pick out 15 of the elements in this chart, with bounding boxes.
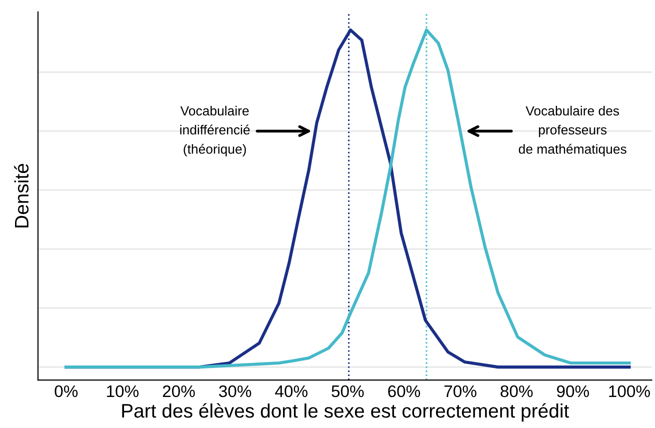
x-tick-label: 40% (275, 385, 308, 398)
annotation: Vocabulaire indifférencié (théorique) (180, 106, 250, 156)
x-tick-label: 30% (219, 385, 252, 398)
x-axis-title: Part des élèves dont le sexe est correctement prédit (122, 403, 569, 422)
annotation: Vocabulaire des professeurs de mathématiques (518, 106, 626, 156)
x-tick-label: 90% (557, 385, 589, 398)
y-axis-title: Densité (14, 164, 29, 228)
x-tick-label: 10% (107, 385, 139, 398)
x-tick-label: 100% (609, 385, 650, 398)
x-tick-label: 70% (444, 385, 476, 398)
x-tick-label: 80% (500, 385, 533, 398)
x-tick-label: 60% (388, 385, 420, 398)
x-tick-label: 50% (332, 385, 364, 398)
x-tick-label: 0% (54, 385, 78, 398)
x-tick-label: 20% (162, 385, 195, 398)
